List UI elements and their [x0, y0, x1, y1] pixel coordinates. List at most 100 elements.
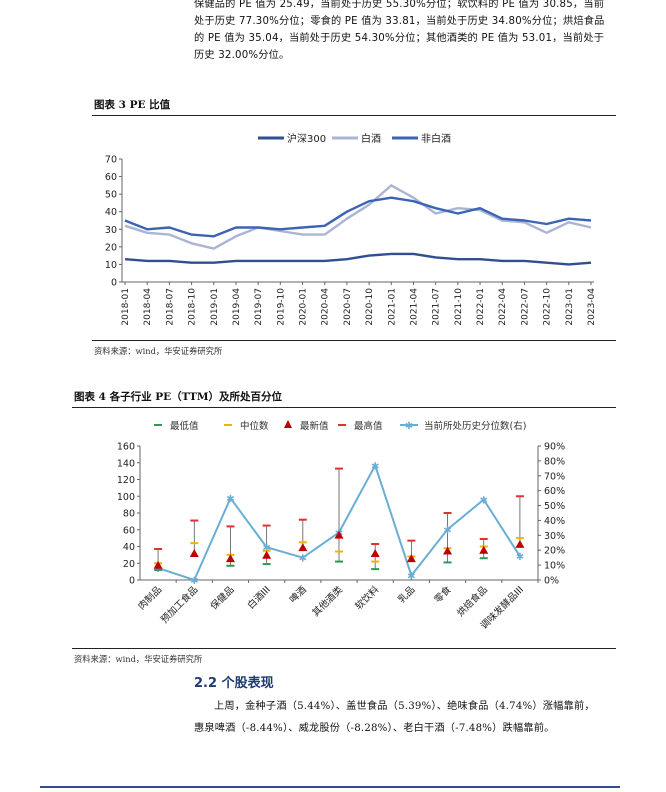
fig4-y2-tick-label: 60%: [544, 486, 565, 497]
fig4-y-tick-label: 20: [123, 559, 135, 570]
fig4-category-label: 预加工食品: [158, 584, 200, 626]
fig4-category-label: 啤酒: [287, 583, 309, 605]
figure4-title: 图表 4 各子行业 PE（TTM）及所处百分位: [74, 391, 283, 403]
fig4-y-tick-label: 0: [129, 576, 135, 587]
fig3-y-tick-label: 50: [105, 190, 117, 201]
legend-label-feibaijiu: 非白酒: [421, 132, 451, 145]
fig3-x-tick-label: 2019-01: [210, 288, 220, 326]
fig3-x-tick-label: 2022-04: [498, 288, 508, 326]
fig3-y-tick-label: 0: [111, 278, 117, 289]
fig4-y-tick-label: 140: [117, 458, 135, 469]
footer-rule: [40, 786, 620, 788]
fig4-y2-tick-label: 70%: [544, 471, 565, 482]
figure3-bottom-rule: [92, 340, 616, 341]
legend-min-label: 最低值: [170, 420, 199, 432]
fig3-series: [124, 184, 592, 266]
fig4-y-tick-label: 100: [117, 492, 135, 503]
latest-marker: [189, 549, 199, 558]
legend-percentile-star: ✱: [405, 421, 413, 432]
latest-marker: [515, 539, 525, 548]
percentile-point: ✱: [407, 572, 415, 583]
fig4-category-label: 软饮料: [353, 583, 382, 612]
percentile-point: ✱: [262, 543, 270, 554]
fig3-y-tick-label: 70: [105, 155, 117, 166]
legend-latest-label: 最新值: [300, 420, 329, 432]
fig3-x-tick-label: 2020-07: [343, 288, 353, 326]
fig3-y-tick-label: 20: [105, 242, 117, 253]
percentile-point: ✱: [516, 552, 524, 563]
figure4-bottom-rule: [72, 648, 616, 649]
latest-marker: [406, 554, 416, 563]
latest-marker: [262, 550, 272, 559]
body-line: 惠泉啤酒（-8.44%）、威龙股份（-8.28%）、老白干酒（-7.48%）跌幅…: [194, 723, 555, 734]
fig3-x-tick-label: 2023-01: [565, 288, 575, 326]
figure4-top-rule: [72, 407, 616, 408]
legend-label-hs300: 沪深300: [287, 132, 326, 145]
fig3-x-tick-label: 2020-01: [299, 288, 309, 326]
body-line: 上周，金种子酒（5.44%）、盖世食品（5.39%）、绝味食品（4.74%）涨幅…: [214, 701, 595, 712]
fig4-y2-tick-label: 50%: [544, 501, 565, 512]
fig4-y2-tick-label: 30%: [544, 531, 565, 542]
legend-latest-marker: [284, 420, 292, 428]
intro-line: 历史 32.00%分位。: [194, 50, 290, 61]
section-title: 个股表现: [221, 676, 274, 691]
fig4-category-label: 其他酒类: [310, 583, 346, 619]
latest-marker: [334, 530, 344, 539]
fig4-y-tick-label: 60: [123, 525, 135, 536]
fig4-y-tick-label: 120: [117, 475, 135, 486]
fig4-category-label: 烘焙食品: [454, 584, 489, 619]
fig4-y-tick-label: 160: [117, 442, 135, 453]
fig3-x-tick-label: 2019-04: [232, 288, 242, 326]
latest-marker: [370, 549, 380, 558]
fig4-y2-tick-label: 90%: [544, 442, 565, 453]
percentile-point: ✱: [226, 494, 234, 505]
fig3-x-tick-label: 2021-04: [409, 288, 419, 326]
fig3-x-tick-label: 2023-04: [587, 288, 597, 326]
fig4-legend: 最低值 中位数 最新值 最高值 ✱ 当前所处历史分位数(右): [154, 420, 526, 432]
fig4-y2-tick-label: 10%: [544, 561, 565, 572]
legend-max-label: 最高值: [354, 420, 383, 432]
fig3-y-tick-label: 10: [105, 260, 117, 271]
intro-paragraph: 保健品的 PE 值为 25.49，当前处于历史 55.30%分位；软饮料的 PE…: [194, 0, 618, 64]
fig3-x-tick-label: 2020-10: [365, 288, 375, 326]
fig4-marks: ✱✱✱✱✱✱✱✱✱✱✱: [153, 461, 525, 587]
percentile-point: ✱: [299, 554, 307, 565]
latest-marker: [479, 545, 489, 554]
feibaijiu-line: [124, 196, 592, 238]
fig4-category-label: 乳品: [396, 584, 418, 606]
fig3-x-tick-label: 2022-10: [543, 288, 553, 326]
latest-marker: [225, 554, 235, 563]
fig4-category-label: 保健品: [208, 584, 237, 613]
hs300-line: [124, 252, 592, 266]
fig4-y2-tick-label: 80%: [544, 456, 565, 467]
body-paragraph: 上周，金种子酒（5.44%）、盖世食品（5.39%）、绝味食品（4.74%）涨幅…: [194, 696, 618, 740]
section-heading: 2.2 个股表现: [194, 672, 274, 691]
intro-line: 的 PE 值为 35.04，当前处于历史 54.30%分位；其他酒类的 PE 值…: [194, 33, 605, 44]
fig3-y-tick-label: 40: [105, 207, 117, 218]
fig4-y2-tick-label: 0%: [544, 576, 559, 587]
fig4-category-label: 肉制品: [136, 584, 165, 613]
fig3-x-tick-label: 2019-07: [254, 288, 264, 326]
sub-industry-pe-chart: 最低值 中位数 最新值 最高值 ✱ 当前所处历史分位数(右) 0 20 40 60 80 100 12…: [117, 420, 565, 632]
percentile-point: ✱: [190, 576, 198, 587]
fig3-x-tick-label: 2022-07: [520, 288, 530, 326]
fig3-x-tick-label: 2019-10: [276, 288, 286, 326]
baijiu-line: [124, 184, 592, 250]
fig3-x-tick-label: 2018-04: [143, 288, 153, 326]
fig3-axes: 0 10 20 30 40 50 60 70 2018-01 2018-04 2018-07 2018…: [105, 155, 597, 326]
fig3-x-tick-label: 2018-01: [121, 288, 131, 326]
fig4-y-tick-label: 40: [123, 542, 135, 553]
fig3-x-tick-label: 2021-01: [387, 288, 397, 326]
fig4-y2-tick-label: 40%: [544, 516, 565, 527]
pe-ratio-line-chart: 沪深300 白酒 非白酒 0 10 20 30 40 50 60 70 2018-01 2018-…: [105, 132, 597, 326]
intro-line: 保健品的 PE 值为 25.49，当前处于历史 55.30%分位；软饮料的 PE…: [194, 0, 605, 10]
section-number: 2.2: [194, 676, 218, 691]
percentile-point: ✱: [443, 525, 451, 536]
intro-line: 处于历史 77.30%分位；零食的 PE 值为 33.81，当前处于历史 34.…: [194, 16, 605, 27]
fig3-x-tick-label: 2022-01: [476, 288, 486, 326]
fig4-y-tick-label: 80: [123, 509, 135, 520]
legend-median-label: 中位数: [240, 420, 269, 432]
latest-marker: [443, 546, 453, 555]
legend-label-baijiu: 白酒: [361, 132, 381, 145]
figure3-title: 图表 3 PE 比值: [94, 99, 171, 111]
